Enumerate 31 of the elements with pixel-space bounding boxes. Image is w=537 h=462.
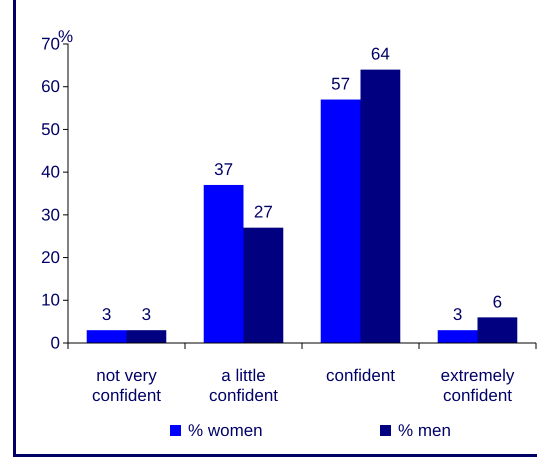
bar [438, 330, 478, 343]
y-axis-title: % [58, 27, 74, 46]
x-tick-label: confident [326, 366, 396, 385]
data-label: 37 [214, 160, 234, 179]
x-tick-label: a little confident [209, 366, 278, 405]
bar [204, 184, 244, 343]
y-tick-label: 40 [41, 162, 60, 182]
bar [86, 330, 126, 343]
data-label: 3 [102, 305, 112, 324]
data-label: 57 [331, 74, 350, 94]
y-tick-label: 20 [41, 248, 60, 268]
bar [320, 100, 360, 343]
y-tick-label: 70 [41, 34, 60, 54]
legend-label: % men [398, 421, 451, 440]
bar [478, 317, 518, 343]
data-label: 27 [254, 202, 273, 222]
data-label: 64 [370, 44, 390, 64]
legend-label: % women [188, 421, 263, 440]
y-tick-label: 30 [41, 205, 60, 224]
bar [126, 330, 166, 343]
data-label: 6 [492, 292, 502, 312]
x-tick-label: not very confident [92, 366, 162, 405]
y-tick-label: 0 [50, 333, 60, 352]
x-tick-label: extremely confident [440, 366, 515, 405]
y-tick-label: 10 [41, 290, 60, 310]
bar [360, 70, 400, 343]
y-tick-label: 50 [41, 120, 60, 139]
bar [244, 228, 284, 343]
data-label: 3 [142, 305, 152, 324]
data-label: 3 [452, 305, 462, 324]
y-tick-label: 60 [41, 77, 60, 96]
